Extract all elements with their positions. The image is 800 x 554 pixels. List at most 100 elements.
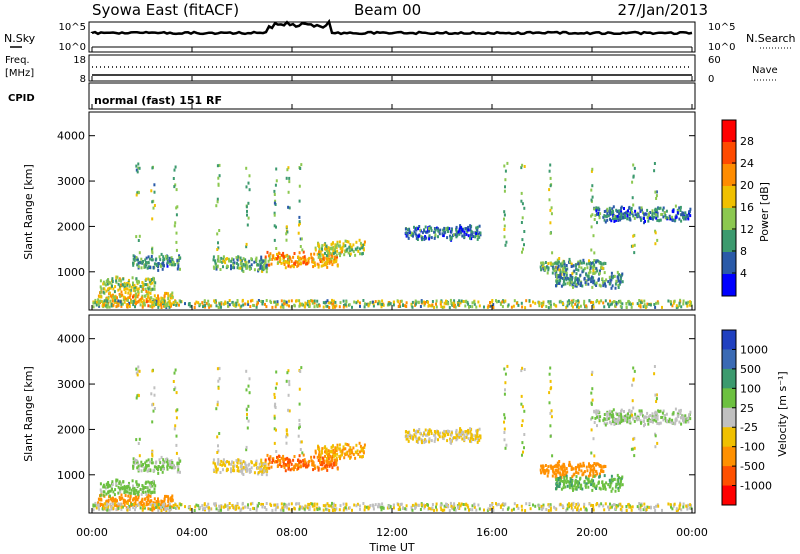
echo-cell (281, 506, 284, 510)
echo-cell (687, 300, 690, 304)
echo-cell (221, 463, 224, 467)
echo-cell (548, 198, 551, 202)
echo-cell (138, 369, 141, 373)
echo-cell (286, 506, 289, 510)
echo-cell (616, 413, 619, 417)
echo-cell (317, 446, 320, 450)
echo-cell (189, 507, 192, 511)
echo-cell (298, 502, 301, 506)
echo-cell (589, 473, 592, 477)
echo-cell (544, 268, 547, 272)
echo-cell (145, 256, 148, 260)
nsky-label: N.Sky (4, 32, 36, 45)
echo-cell (298, 454, 301, 458)
echo-cell (112, 506, 115, 510)
echo-cell (120, 302, 123, 306)
echo-cell (309, 299, 312, 303)
echo-cell (504, 372, 507, 376)
echo-cell (329, 460, 332, 464)
echo-cell (354, 456, 357, 460)
echo-cell (620, 420, 623, 423)
echo-cell (236, 464, 238, 468)
echo-cell (153, 183, 156, 187)
echo-cell (217, 305, 220, 309)
echo-cell (587, 474, 590, 478)
echo-cell (151, 503, 154, 507)
echo-cell (631, 302, 634, 306)
echo-cell (147, 277, 150, 281)
echo-cell (107, 287, 110, 291)
echo-cell (570, 301, 573, 305)
echo-cell (129, 494, 132, 498)
echo-cell (606, 212, 609, 215)
echo-cell (419, 508, 422, 511)
echo-cell (269, 455, 272, 459)
echo-cell (653, 365, 656, 368)
echo-cell (656, 218, 659, 222)
echo-cell (280, 253, 283, 257)
echo-cell (145, 261, 147, 264)
echo-cell (620, 478, 623, 482)
echo-cell (132, 254, 135, 258)
echo-cell (607, 214, 610, 218)
echo-cell (433, 305, 435, 309)
echo-cell (654, 393, 657, 397)
echo-cell (130, 299, 133, 303)
echo-cell (654, 411, 657, 415)
echo-cell (300, 460, 302, 464)
echo-cell (286, 433, 289, 437)
echo-cell (273, 224, 276, 228)
echo-cell (645, 212, 648, 216)
echo-cell (212, 255, 215, 259)
echo-cell (365, 505, 368, 509)
echo-cell (588, 299, 591, 303)
echo-cell (669, 217, 672, 221)
echo-cell (439, 431, 442, 435)
colorbar-tick-label: 28 (740, 135, 754, 148)
echo-cell (150, 278, 153, 281)
echo-cell (428, 228, 430, 232)
echo-cell (362, 446, 364, 450)
echo-cell (202, 305, 204, 309)
echo-cell (654, 231, 657, 235)
echo-cell (475, 429, 478, 433)
echo-cell (116, 275, 119, 279)
echo-cell (419, 228, 422, 232)
echo-cell (309, 502, 312, 506)
echo-cell (584, 485, 587, 489)
echo-cell (611, 212, 614, 216)
echo-cell (154, 300, 157, 304)
cpid-text: normal (fast) 151 RF (94, 94, 222, 107)
echo-cell (247, 505, 250, 509)
echo-cell (573, 484, 576, 488)
echo-cell (598, 416, 600, 420)
echo-cell (430, 229, 433, 232)
echo-cell (656, 238, 659, 242)
echo-cell (299, 440, 302, 444)
echo-cell (423, 506, 426, 510)
echo-cell (132, 263, 135, 267)
echo-cell (124, 283, 127, 287)
echo-cell (242, 506, 245, 510)
echo-cell (335, 260, 338, 263)
echo-cell (217, 176, 220, 180)
echo-cell (236, 299, 239, 302)
echo-cell (455, 225, 458, 229)
echo-cell (669, 420, 672, 424)
echo-cell (284, 469, 287, 473)
echo-cell (121, 496, 124, 500)
echo-cell (617, 489, 620, 492)
echo-cell (478, 438, 481, 442)
echo-cell (618, 209, 621, 213)
echo-cell (593, 251, 596, 255)
echo-cell (137, 239, 140, 242)
echo-cell (617, 219, 620, 222)
echo-cell (574, 302, 577, 306)
echo-cell (126, 305, 129, 309)
echo-cell (97, 506, 100, 510)
echo-cell (164, 305, 167, 309)
echo-cell (260, 502, 263, 506)
echo-cell (566, 267, 569, 271)
echo-cell (629, 218, 632, 222)
echo-cell (563, 465, 566, 469)
